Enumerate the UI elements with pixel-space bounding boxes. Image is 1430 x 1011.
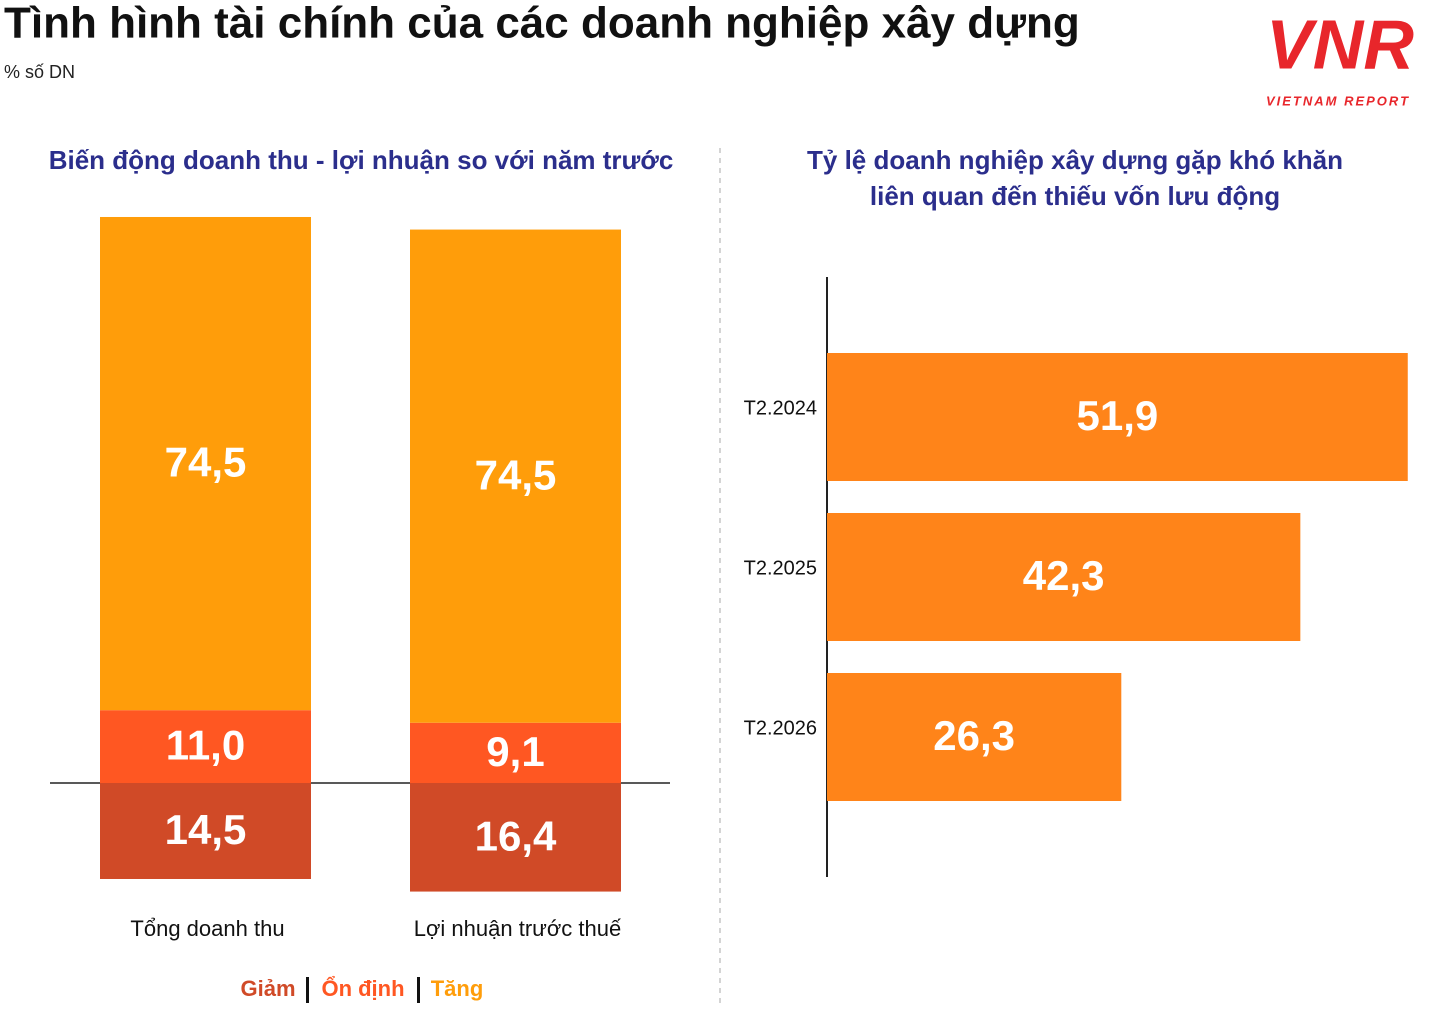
value-label: 74,5 bbox=[475, 451, 557, 498]
bar bbox=[827, 513, 1301, 641]
bar-segment bbox=[410, 229, 621, 723]
value-label: 74,5 bbox=[165, 439, 247, 486]
bar bbox=[827, 353, 1408, 481]
value-label: 11,0 bbox=[166, 722, 245, 769]
chart-title: Biến động doanh thu - lợi nhuận so với n… bbox=[49, 145, 674, 175]
bar-segment bbox=[100, 783, 311, 879]
y-tick-label: T2.2026 bbox=[744, 717, 817, 739]
value-label: 26,3 bbox=[933, 712, 1015, 759]
chart-title: liên quan đến thiếu vốn lưu động bbox=[870, 181, 1280, 211]
logo-caption: VIETNAM REPORT bbox=[1266, 93, 1410, 108]
chart-title: Tỷ lệ doanh nghiệp xây dựng gặp khó khăn bbox=[807, 145, 1343, 175]
y-tick-label: T2.2024 bbox=[744, 397, 817, 419]
legend-separator bbox=[306, 977, 309, 1003]
x-tick-label: Tổng doanh thu bbox=[130, 916, 284, 941]
bar-segment bbox=[410, 722, 621, 783]
x-tick-label: Lợi nhuận trước thuế bbox=[414, 916, 621, 941]
legend-entry: Tăng bbox=[431, 976, 484, 1001]
bar-segment bbox=[100, 216, 311, 711]
value-label: 51,9 bbox=[1077, 392, 1159, 439]
bar-segment bbox=[100, 710, 311, 783]
bar bbox=[827, 673, 1122, 801]
page-title: Tình hình tài chính của các doanh nghiệp… bbox=[4, 0, 1080, 48]
value-label: 9,1 bbox=[486, 728, 544, 775]
legend-entry: Ổn định bbox=[321, 976, 404, 1001]
y-tick-label: T2.2025 bbox=[744, 557, 817, 579]
value-label: 42,3 bbox=[1023, 552, 1105, 599]
page-subtitle: % số DN bbox=[4, 62, 75, 82]
value-label: 14,5 bbox=[165, 806, 247, 853]
legend-entry: Giảm bbox=[240, 976, 295, 1001]
logo: VNR bbox=[1266, 5, 1414, 83]
legend-separator bbox=[417, 977, 420, 1003]
value-label: 16,4 bbox=[475, 812, 557, 859]
bar-segment bbox=[410, 783, 621, 892]
